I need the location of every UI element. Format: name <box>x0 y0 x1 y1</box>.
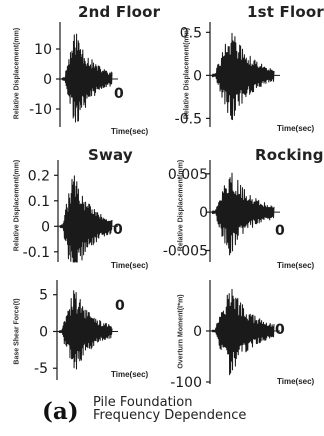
series-line <box>61 33 113 123</box>
chart-panel-base-shear: Base Shear Force(t) Time(sec) 5 0 -5 0 <box>0 272 162 408</box>
y-tick-label: 0.005 <box>168 167 208 183</box>
figure-caption: (a) Pile Foundation Frequency Dependence <box>42 394 312 434</box>
chart-title: Sway <box>88 146 133 164</box>
series-line <box>59 175 113 263</box>
caption-line-1: Pile Foundation <box>93 395 193 410</box>
y-tick-label: -10 <box>29 102 52 118</box>
x-axis-label: Time(sec) <box>277 124 315 133</box>
y-tick-label: 10 <box>34 42 52 58</box>
chart-plot-rocking: 0.005 0 -0.005 0 <box>163 160 285 262</box>
chart-title: 1st Floor <box>247 3 324 21</box>
x-end-label: 0 <box>115 298 125 314</box>
y-tick-label: 0.2 <box>28 168 50 184</box>
y-tick-label: 0 <box>199 205 208 221</box>
chart-plot-1st-floor: 0.5 0 -0.5 <box>175 22 280 127</box>
x-axis-label: Time(sec) <box>111 127 149 136</box>
series-line <box>211 288 275 376</box>
chart-panel-sway: Sway Relative Displacement(mm) Time(sec)… <box>0 136 162 272</box>
y-tick-label: 0 <box>193 68 202 84</box>
chart-plot-base-shear: 5 0 -5 0 <box>34 280 125 380</box>
x-end-label: 0 <box>114 86 124 102</box>
y-tick-label: -5 <box>34 361 48 377</box>
y-tick-label: 0 <box>193 324 202 340</box>
caption-letter: (a) <box>42 398 79 425</box>
y-tick-label: -100 <box>170 375 202 391</box>
y-tick-label: -0.5 <box>175 111 202 127</box>
x-end-label: 0 <box>113 222 123 238</box>
y-tick-label: 0 <box>43 72 52 88</box>
y-tick-label: 0.1 <box>28 194 50 210</box>
chart-plot-overturn-moment: 0 -100 0 <box>170 280 285 391</box>
chart-panel-1st-floor: 1st Floor Relative Displacement(mm) Time… <box>162 0 324 136</box>
series-line <box>58 290 113 370</box>
x-end-label: 0 <box>275 322 285 338</box>
x-end-label: 0 <box>275 223 285 239</box>
series-line <box>211 32 275 121</box>
x-axis-label: Time(sec) <box>111 370 149 379</box>
y-tick-label: 5 <box>39 288 48 304</box>
series-line <box>211 172 275 256</box>
y-tick-label: 0.5 <box>180 25 202 41</box>
chart-panel-rocking: Rocking Relative Displacement(mm) Time(s… <box>162 136 324 272</box>
y-tick-label: -0.1 <box>23 245 50 261</box>
y-tick-label: 0 <box>39 324 48 340</box>
chart-title: Rocking <box>255 146 324 164</box>
y-tick-label: 0 <box>41 219 50 235</box>
x-axis-label: Time(sec) <box>277 377 315 386</box>
x-axis-label: Time(sec) <box>111 261 149 270</box>
chart-panel-overturn-moment: Overturn Moment(t*m) Time(sec) 0 -100 0 <box>162 272 324 408</box>
chart-plot-2nd-floor: 10 0 -10 0 <box>29 22 124 127</box>
caption-line-2: Frequency Dependence <box>93 408 247 423</box>
chart-title: 2nd Floor <box>78 3 161 21</box>
chart-plot-sway: 0.2 0.1 0 -0.1 0 <box>23 160 123 263</box>
y-tick-label: -0.005 <box>163 243 208 259</box>
chart-panel-2nd-floor: 2nd Floor Relative Displacement(mm) Time… <box>0 0 162 136</box>
x-axis-label: Time(sec) <box>277 261 315 270</box>
